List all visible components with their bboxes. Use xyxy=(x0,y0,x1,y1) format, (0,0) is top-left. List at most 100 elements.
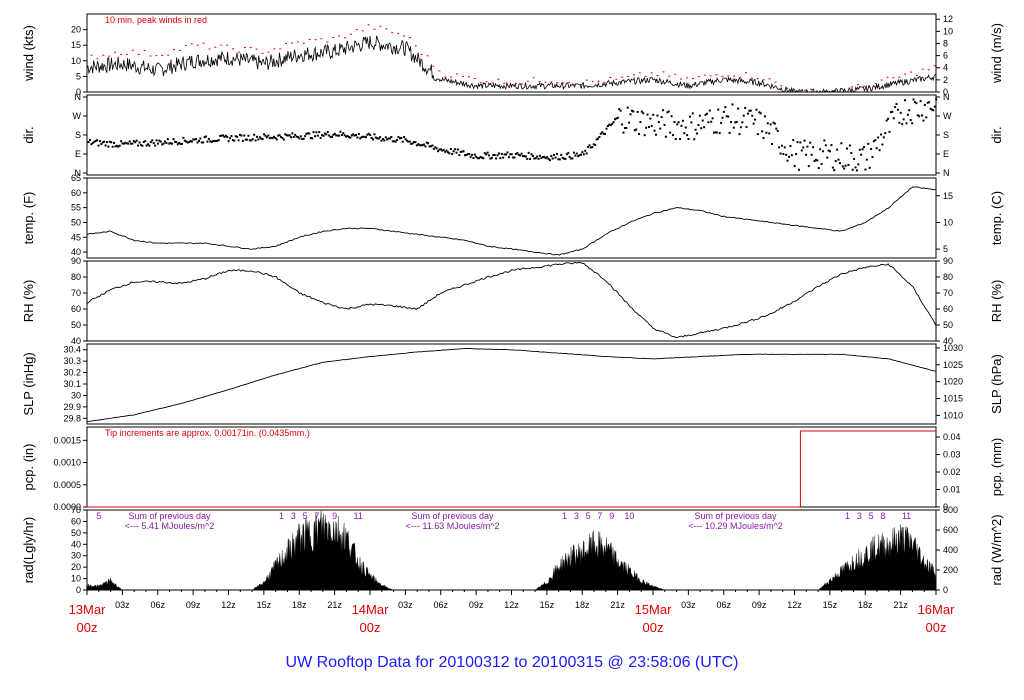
wind-direction-point xyxy=(616,116,619,119)
wind-direction-point xyxy=(786,159,789,162)
wind-direction-point xyxy=(889,111,892,114)
wind-direction-point xyxy=(258,136,261,139)
wind-direction-point xyxy=(537,157,540,160)
wind-direction-point xyxy=(929,107,932,110)
wind-direction-point xyxy=(304,135,307,138)
wind-direction-point xyxy=(347,136,350,139)
wind-direction-point xyxy=(612,121,615,124)
wind-direction-point xyxy=(577,155,580,158)
wind-direction-point xyxy=(374,136,377,139)
wind-direction-point xyxy=(387,137,390,140)
wind-direction-point xyxy=(372,138,375,141)
y-axis-label-right: pcp. (mm) xyxy=(989,438,1004,497)
y-tick-label-right: 12 xyxy=(943,14,953,24)
x-tick-label: 06z xyxy=(150,600,165,610)
wind-direction-point xyxy=(367,132,370,135)
wind-direction-point xyxy=(397,135,400,138)
wind-direction-point xyxy=(558,158,561,161)
wind-direction-point xyxy=(521,155,524,158)
y-tick-label-left: 80 xyxy=(71,272,81,282)
wind-direction-point xyxy=(630,109,633,112)
wind-direction-point xyxy=(445,149,448,152)
wind-direction-point xyxy=(230,135,233,138)
x-tick-label: 06z xyxy=(716,600,731,610)
wind-direction-point xyxy=(714,131,717,134)
wind-direction-point xyxy=(708,109,711,112)
wind-direction-point xyxy=(843,167,846,170)
wind-direction-point xyxy=(97,144,100,147)
wind-direction-point xyxy=(396,138,399,141)
wind-direction-point xyxy=(530,153,533,156)
wind-direction-point xyxy=(309,136,312,139)
wind-direction-point xyxy=(380,139,383,142)
panel-frame xyxy=(86,260,937,342)
wind-direction-point xyxy=(195,138,198,141)
wind-direction-point xyxy=(236,135,239,138)
wind-direction-point xyxy=(510,153,513,156)
wind-direction-point xyxy=(526,157,529,160)
wind-direction-point xyxy=(229,137,232,140)
wind-direction-point xyxy=(820,162,823,165)
wind-direction-point xyxy=(301,137,304,140)
wind-direction-point xyxy=(431,144,434,147)
panel-rh: RH (%) RH (%) 40 50 60 70 80 90 40 50 60 70 80 90 xyxy=(21,256,1004,346)
x-tick-label: 15z xyxy=(540,600,555,610)
wind-direction-point xyxy=(906,113,909,116)
wind-direction-point xyxy=(284,133,287,136)
wind-direction-point xyxy=(705,112,708,115)
wind-direction-point xyxy=(744,106,747,109)
wind-direction-point xyxy=(289,136,292,139)
wind-direction-point xyxy=(636,110,639,113)
wind-direction-point xyxy=(725,115,728,118)
wind-direction-point xyxy=(649,117,652,120)
wind-direction-point xyxy=(779,152,782,155)
daily-sum-line2: <--- 11.63 MJoules/m^2 xyxy=(406,521,500,531)
wind-direction-point xyxy=(609,124,612,127)
y-axis-label-left: rad(Lgly/hr) xyxy=(21,517,36,583)
wind-direction-point xyxy=(681,119,684,122)
wind-direction-point xyxy=(105,141,108,144)
wind-direction-point xyxy=(561,156,564,159)
wind-direction-point xyxy=(925,116,928,119)
wind-direction-point xyxy=(466,153,469,156)
y-tick-label-right: 50 xyxy=(943,320,953,330)
wind-direction-point xyxy=(213,140,216,143)
wind-direction-point xyxy=(469,155,472,158)
wind-direction-point xyxy=(817,167,820,170)
wind-direction-point xyxy=(758,111,761,114)
wind-direction-point xyxy=(152,142,155,145)
y-tick-label-right: 1025 xyxy=(943,360,963,370)
wind-direction-point xyxy=(919,100,922,103)
wind-direction-point xyxy=(696,132,699,135)
wind-direction-point xyxy=(499,157,502,160)
wind-direction-point xyxy=(127,142,130,145)
sunrise-hour-label: 9 xyxy=(609,511,614,521)
x-tick-label: 15z xyxy=(257,600,272,610)
wind-direction-point xyxy=(698,114,701,117)
x-axis-group: 03z 06z 09z 12z 15z 18z 21z 03z 06z 09z 12z 15z 18z 2… xyxy=(69,590,955,635)
wind-direction-point xyxy=(425,141,428,144)
wind-direction-point xyxy=(360,136,363,139)
wind-direction-point xyxy=(756,133,759,136)
wind-direction-point xyxy=(570,157,573,160)
wind-direction-point xyxy=(581,151,584,154)
wind-direction-point xyxy=(142,140,145,143)
y-tick-label-left: 29.8 xyxy=(63,413,81,423)
wind-direction-point xyxy=(585,152,588,155)
wind-direction-point xyxy=(795,153,798,156)
y-tick-label-left: 60 xyxy=(71,188,81,198)
wind-direction-point xyxy=(488,154,491,157)
wind-direction-point xyxy=(802,146,805,149)
wind-direction-point xyxy=(363,135,366,138)
wind-direction-point xyxy=(485,153,488,156)
wind-direction-point xyxy=(807,165,810,168)
wind-direction-point xyxy=(729,121,732,124)
wind-direction-point xyxy=(442,148,445,151)
wind-direction-point xyxy=(580,153,583,156)
y-tick-label-left: 70 xyxy=(71,288,81,298)
x-date-label-time: 00z xyxy=(77,620,98,635)
wind-direction-point xyxy=(621,123,624,126)
wind-direction-point xyxy=(899,111,902,114)
wind-direction-point xyxy=(318,131,321,134)
wind-direction-point xyxy=(847,163,850,166)
